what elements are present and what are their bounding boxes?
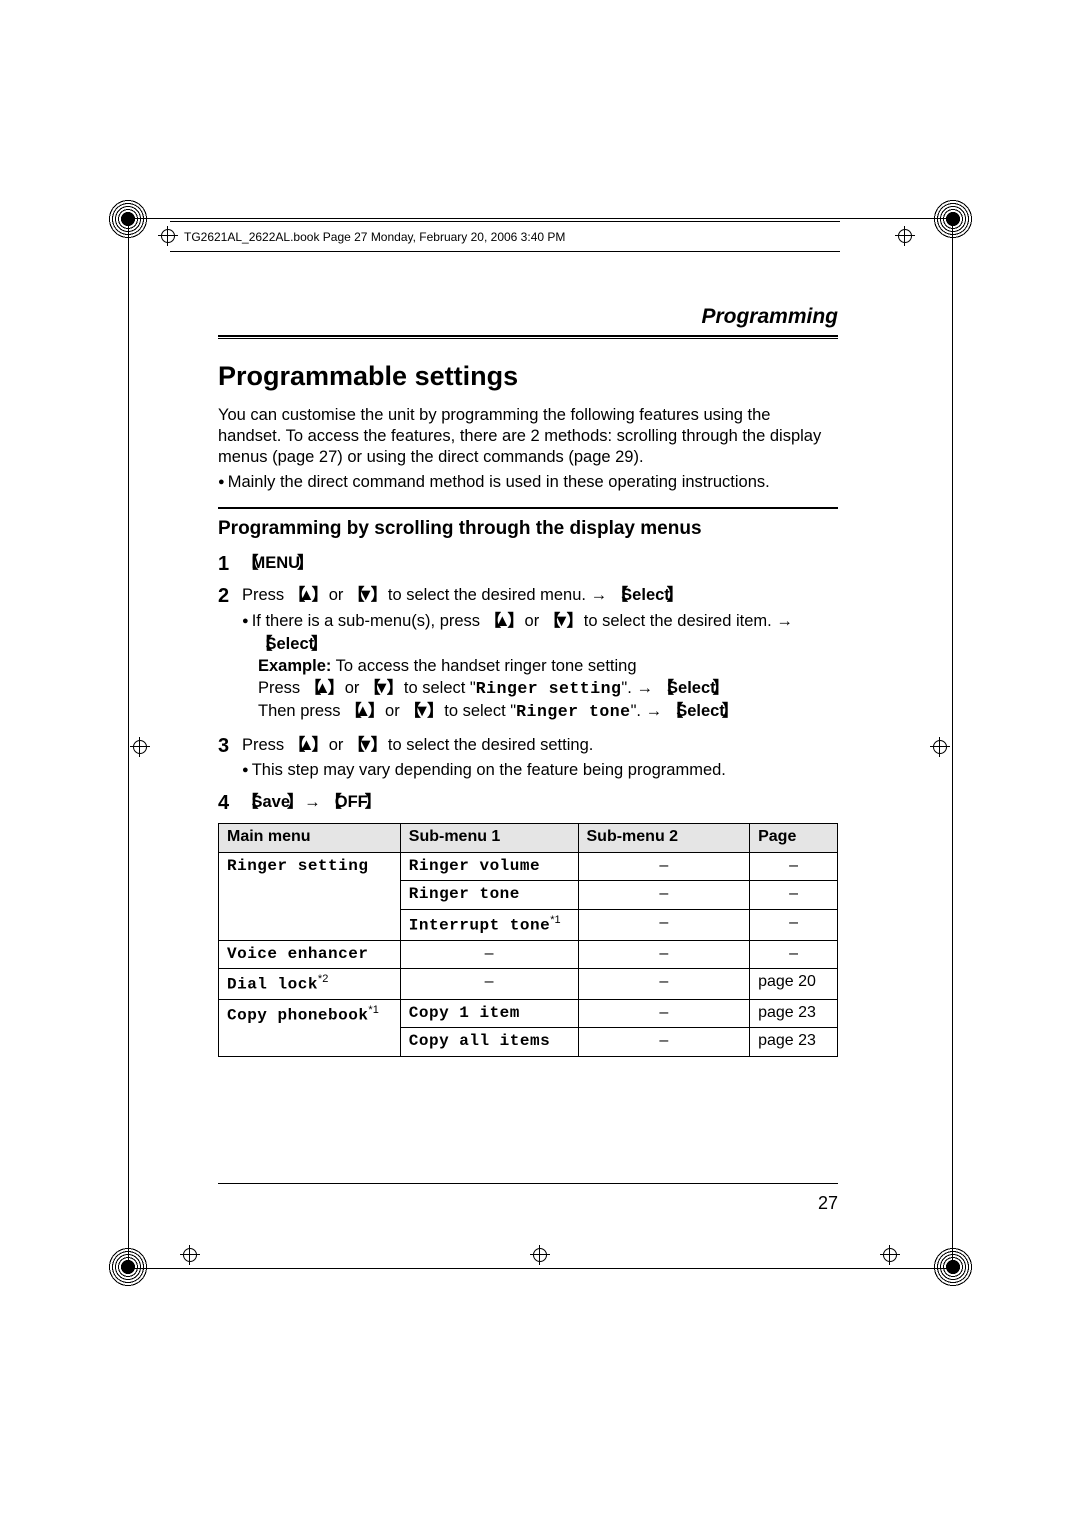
page-number: 27 <box>818 1193 838 1214</box>
frame-line <box>128 218 952 219</box>
frame-line <box>128 1268 952 1269</box>
step-4: Save → OFF <box>218 791 838 813</box>
crosshair-left <box>130 737 150 757</box>
arrow-icon: → <box>591 586 608 604</box>
key-select: Select <box>667 702 735 720</box>
table-row: Voice enhancer – – – <box>219 940 838 968</box>
crosshair-run <box>158 226 178 246</box>
subheading: Programming by scrolling through the dis… <box>218 517 838 541</box>
th-sub2: Sub-menu 2 <box>578 824 750 852</box>
table-row: Copy phonebook*1 Copy 1 item – page 23 <box>219 999 838 1027</box>
step-2: Press ▲ or ▼ to select the desired menu.… <box>218 584 838 724</box>
menu-table: Main menu Sub-menu 1 Sub-menu 2 Page Rin… <box>218 823 838 1056</box>
crosshair-bot-3 <box>880 1245 900 1265</box>
key-down: ▼ <box>348 736 383 754</box>
key-down: ▼ <box>364 679 399 697</box>
key-select: Select <box>256 635 324 653</box>
crosshair-top-r <box>895 226 915 246</box>
step-3: Press ▲ or ▼ to select the desired setti… <box>218 734 838 782</box>
crosshair-bot-1 <box>180 1245 200 1265</box>
key-down: ▼ <box>404 702 439 720</box>
runhead-rule <box>170 251 840 252</box>
steps-list: MENU Press ▲ or ▼ to select the desired … <box>218 552 838 814</box>
frame-line <box>952 218 953 1268</box>
intro-paragraph: You can customise the unit by programmin… <box>218 405 838 468</box>
section-rule <box>218 335 838 339</box>
body-text: You can customise the unit by programmin… <box>218 405 838 1057</box>
key-up: ▲ <box>305 679 340 697</box>
th-page: Page <box>750 824 838 852</box>
footer-rule <box>218 1183 838 1184</box>
table-row: Dial lock*2 – – page 20 <box>219 969 838 1000</box>
arrow-icon: → <box>646 702 663 720</box>
key-up: ▲ <box>485 612 520 630</box>
key-up: ▲ <box>289 586 324 604</box>
key-down: ▼ <box>544 612 579 630</box>
key-off: OFF <box>325 793 377 811</box>
key-up: ▲ <box>289 736 324 754</box>
key-select: Select <box>658 679 726 697</box>
crosshair-right <box>930 737 950 757</box>
arrow-icon: → <box>304 793 321 811</box>
section-label: Programming <box>701 305 838 329</box>
arrow-icon: → <box>776 612 793 630</box>
reg-mark-br <box>933 1247 973 1287</box>
th-main: Main menu <box>219 824 401 852</box>
key-up: ▲ <box>345 702 380 720</box>
page-title: Programmable settings <box>218 361 518 392</box>
mid-rule <box>218 507 838 509</box>
th-sub1: Sub-menu 1 <box>400 824 578 852</box>
reg-mark-tr <box>933 199 973 239</box>
intro-bullet: Mainly the direct command method is used… <box>218 472 838 493</box>
running-header: TG2621AL_2622AL.book Page 27 Monday, Feb… <box>184 230 565 244</box>
crosshair-bot-2 <box>530 1245 550 1265</box>
frame-line <box>128 218 129 1268</box>
key-save: Save <box>242 793 300 811</box>
arrow-icon: → <box>636 679 653 697</box>
table-header-row: Main menu Sub-menu 1 Sub-menu 2 Page <box>219 824 838 852</box>
key-select: Select <box>612 586 680 604</box>
runhead-rule <box>170 221 840 222</box>
example-label: Example: <box>258 657 331 675</box>
step-1: MENU <box>218 552 838 574</box>
key-down: ▼ <box>348 586 383 604</box>
page: TG2621AL_2622AL.book Page 27 Monday, Feb… <box>0 0 1080 1528</box>
key-menu: MENU <box>242 554 310 572</box>
table-row: Ringer setting Ringer volume – – <box>219 852 838 880</box>
